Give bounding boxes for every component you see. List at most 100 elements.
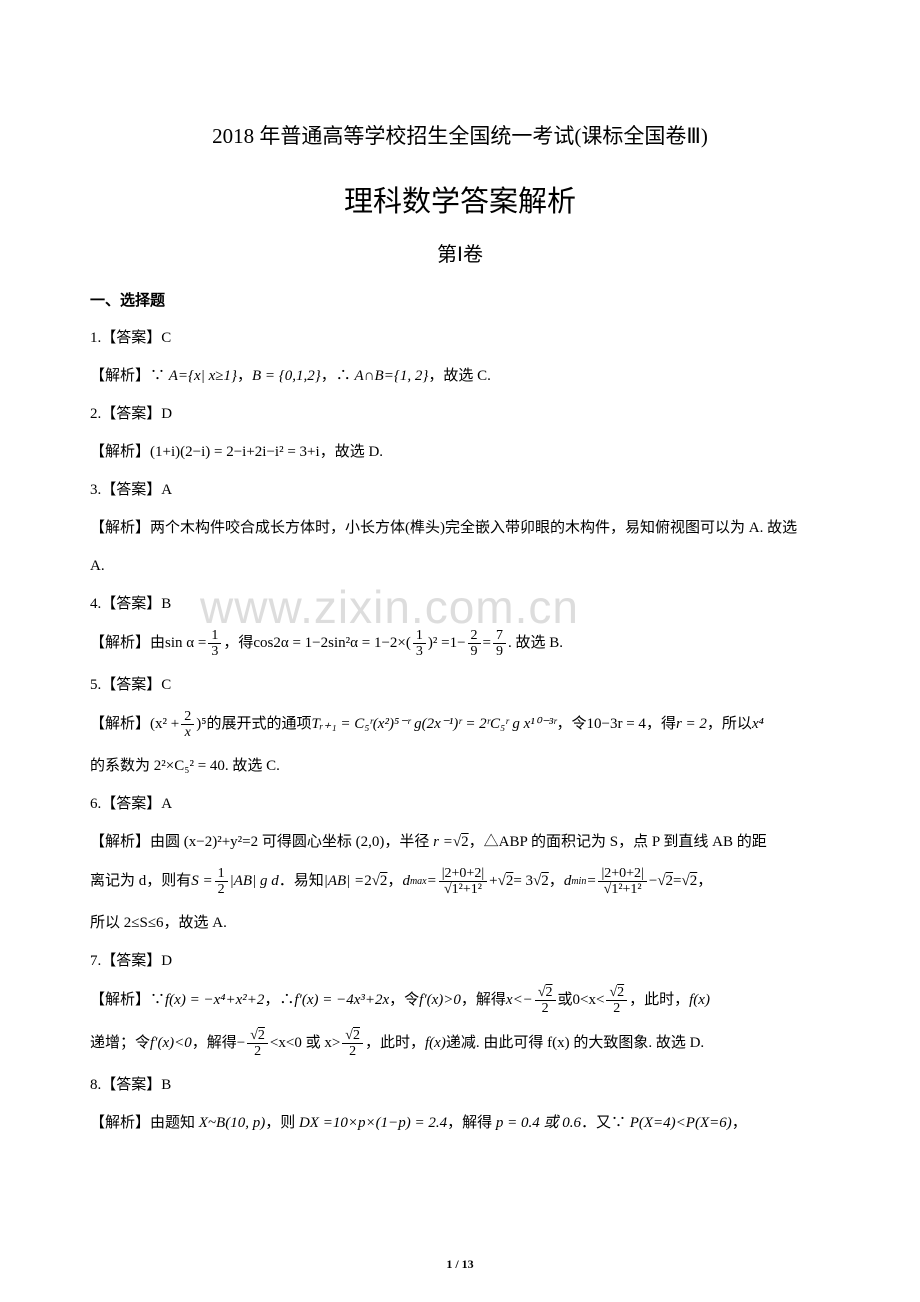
q4-cos2a: cos2α = 1−2sin²α = 1−2×( bbox=[253, 624, 411, 663]
q6-dmin-num: |2+0+2| bbox=[598, 866, 646, 882]
q8-dist: X~B(10, p) bbox=[199, 1115, 265, 1131]
q5-explanation-l2: 的系数为 2²×C₅² = 40. 故选 C. bbox=[90, 748, 830, 784]
q7-l2-mid1: ，解得 bbox=[192, 1024, 237, 1063]
q3-tail: A. bbox=[90, 548, 830, 584]
q7-xlt: x<− bbox=[506, 981, 533, 1020]
q4-frac4: 79 bbox=[493, 628, 506, 660]
page-footer: 1 / 13 bbox=[0, 1257, 920, 1272]
q1-A: A={x| x≥1} bbox=[169, 368, 237, 384]
q6-dmax-eq: = 3 bbox=[513, 862, 533, 901]
q6-minus: − bbox=[649, 862, 657, 901]
q6-dmax-plus-sqrt: 2 bbox=[498, 862, 514, 901]
q8-mid2: ，解得 bbox=[447, 1115, 496, 1131]
q6-dmax-den: 1²+1² bbox=[441, 882, 485, 897]
q6-S-lhs: S = bbox=[191, 862, 212, 901]
q7-fxinc: f(x) bbox=[689, 981, 710, 1020]
q6-AB-lhs: |AB| = bbox=[324, 862, 364, 901]
q6-center: (2,0) bbox=[356, 834, 385, 850]
q6-dmax-den-val: 1²+1² bbox=[452, 882, 482, 897]
q4-frac1: 13 bbox=[208, 628, 221, 660]
q6-r-sqrt: 2 bbox=[453, 834, 469, 850]
q8-mid1: ，则 bbox=[265, 1115, 299, 1131]
q7-frac4-num-val: 2 bbox=[353, 1028, 360, 1043]
title-sub: 理科数学答案解析 bbox=[90, 178, 830, 220]
q7-frac4: 22 bbox=[342, 1028, 363, 1060]
q6-plus: + bbox=[489, 862, 497, 901]
q6-answer: 6.【答案】A bbox=[90, 786, 830, 822]
q4-sin: sin α = bbox=[165, 624, 206, 663]
q6-exp-pre: 【解析】由圆 bbox=[90, 834, 184, 850]
q6-Sfrac-num: 1 bbox=[215, 866, 228, 882]
q4-explanation: 【解析】由 sin α = 13 ，得 cos2α = 1−2sin²α = 1… bbox=[90, 624, 830, 663]
q7-frac1-num: 2 bbox=[535, 985, 556, 1001]
q6-dmax-res-val: 2 bbox=[541, 862, 549, 901]
q7-cond1: f′(x)>0 bbox=[419, 981, 461, 1020]
q6-mid2: ，半径 bbox=[384, 834, 433, 850]
q5-close: )⁵ bbox=[196, 705, 206, 744]
q6-mid6: ， bbox=[549, 862, 564, 901]
q4-eq: = bbox=[483, 624, 491, 663]
q6-dmin-res-sqrt: 2 bbox=[682, 862, 698, 901]
q6-dmin-eq: = bbox=[673, 862, 681, 901]
q4-mid1: ，得 bbox=[223, 624, 253, 663]
q4-exp-pre: 【解析】由 bbox=[90, 624, 165, 663]
q5-mid3: ，得 bbox=[646, 705, 676, 744]
q4-frac4-den: 9 bbox=[493, 644, 506, 659]
q4-frac2-den: 3 bbox=[413, 644, 426, 659]
q7-frac2: 22 bbox=[606, 985, 627, 1017]
q4-tail: . 故选 B. bbox=[508, 624, 563, 663]
q6-Sfrac-den: 2 bbox=[215, 882, 228, 897]
q1-inter: A∩B={1, 2} bbox=[355, 368, 429, 384]
q5-l2-pre: 的系数为 bbox=[90, 758, 154, 774]
q8-answer: 8.【答案】B bbox=[90, 1067, 830, 1103]
q5-tail: . 故选 C. bbox=[225, 758, 280, 774]
q7-exp-pre: 【解析】∵ bbox=[90, 981, 165, 1020]
q5-term: Tᵣ₊₁ = C₅ʳ(x²)⁵⁻ʳ g(2x⁻¹)ʳ = 2ʳC₅ʳ g x¹⁰… bbox=[311, 705, 556, 744]
q6-dmin-res-val: 2 bbox=[690, 862, 698, 901]
q6-l2-pre: 离记为 d，则有 bbox=[90, 862, 191, 901]
q6-explanation-l2: 离记为 d，则有 S = 12 |AB| g d ．易知 |AB| = 22 ，… bbox=[90, 862, 830, 901]
q1-sep1: ， bbox=[237, 368, 252, 384]
q1-answer: 1.【答案】C bbox=[90, 320, 830, 356]
q6-dmin-lhs: dmin= bbox=[564, 862, 597, 901]
q8-explanation: 【解析】由题知 X~B(10, p)，则 DX =10×p×(1−p) = 2.… bbox=[90, 1105, 830, 1141]
q7-explanation-l2: 递增；令 f′(x)<0 ，解得 − 22 <x<0 或 x> 22 ，此时， … bbox=[90, 1024, 830, 1063]
q2-tail: ，故选 D. bbox=[320, 444, 383, 460]
title-section: 第Ⅰ卷 bbox=[90, 238, 830, 267]
q6-explanation-l3: 所以 2≤S≤6，故选 A. bbox=[90, 905, 830, 941]
q3-answer: 3.【答案】A bbox=[90, 472, 830, 508]
q7-frac4-den: 2 bbox=[346, 1044, 359, 1059]
q7-frac1-num-val: 2 bbox=[546, 985, 553, 1000]
q5-frac1-num: 2 bbox=[181, 709, 194, 725]
q7-mid1: ，∴ bbox=[264, 981, 294, 1020]
q6-mid4: ．易知 bbox=[279, 862, 324, 901]
q6-dmax-lhs: dmax= bbox=[402, 862, 436, 901]
q4-frac1-num: 1 bbox=[208, 628, 221, 644]
q6-dmax-num: |2+0+2| bbox=[439, 866, 487, 882]
q8-mid3: ．又∵ bbox=[581, 1115, 630, 1131]
q6-AB-val: 2 bbox=[364, 862, 372, 901]
q4-frac1-den: 3 bbox=[208, 644, 221, 659]
q7-fxdec: f(x) bbox=[425, 1024, 446, 1063]
q7-answer: 7.【答案】D bbox=[90, 943, 830, 979]
q5-mid1: 的展开式的通项 bbox=[206, 705, 311, 744]
q5-cond: 10−3r = 4 bbox=[587, 705, 646, 744]
q4-frac3-den: 9 bbox=[468, 644, 481, 659]
q7-fpx: f′(x) = −4x³+2x bbox=[294, 981, 389, 1020]
q7-range3-lhs: − bbox=[237, 1024, 245, 1063]
q7-range2: 0<x< bbox=[573, 981, 605, 1020]
q7-l2-tail: 递减. 由此可得 f(x) 的大致图象. 故选 D. bbox=[446, 1024, 704, 1063]
q2-exp-pre: 【解析】 bbox=[90, 444, 150, 460]
q6-dmax-res-sqrt: 2 bbox=[533, 862, 549, 901]
q6-AB-sqrt-val: 2 bbox=[380, 862, 388, 901]
q6-dmin-den-val: 1²+1² bbox=[611, 882, 641, 897]
q2-answer: 2.【答案】D bbox=[90, 396, 830, 432]
q6-circle: (x−2)²+y²=2 bbox=[184, 834, 258, 850]
q6-r-val: 2 bbox=[461, 834, 469, 850]
q6-comma: ， bbox=[697, 862, 712, 901]
title-main: 2018 年普通高等学校招生全国统一考试(课标全国卷Ⅲ) bbox=[90, 120, 830, 150]
q7-mid2: ，令 bbox=[389, 981, 419, 1020]
q4-frac3-num: 2 bbox=[468, 628, 481, 644]
q5-open: (x² + bbox=[150, 705, 179, 744]
q6-S-rest: |AB| g d bbox=[230, 862, 279, 901]
